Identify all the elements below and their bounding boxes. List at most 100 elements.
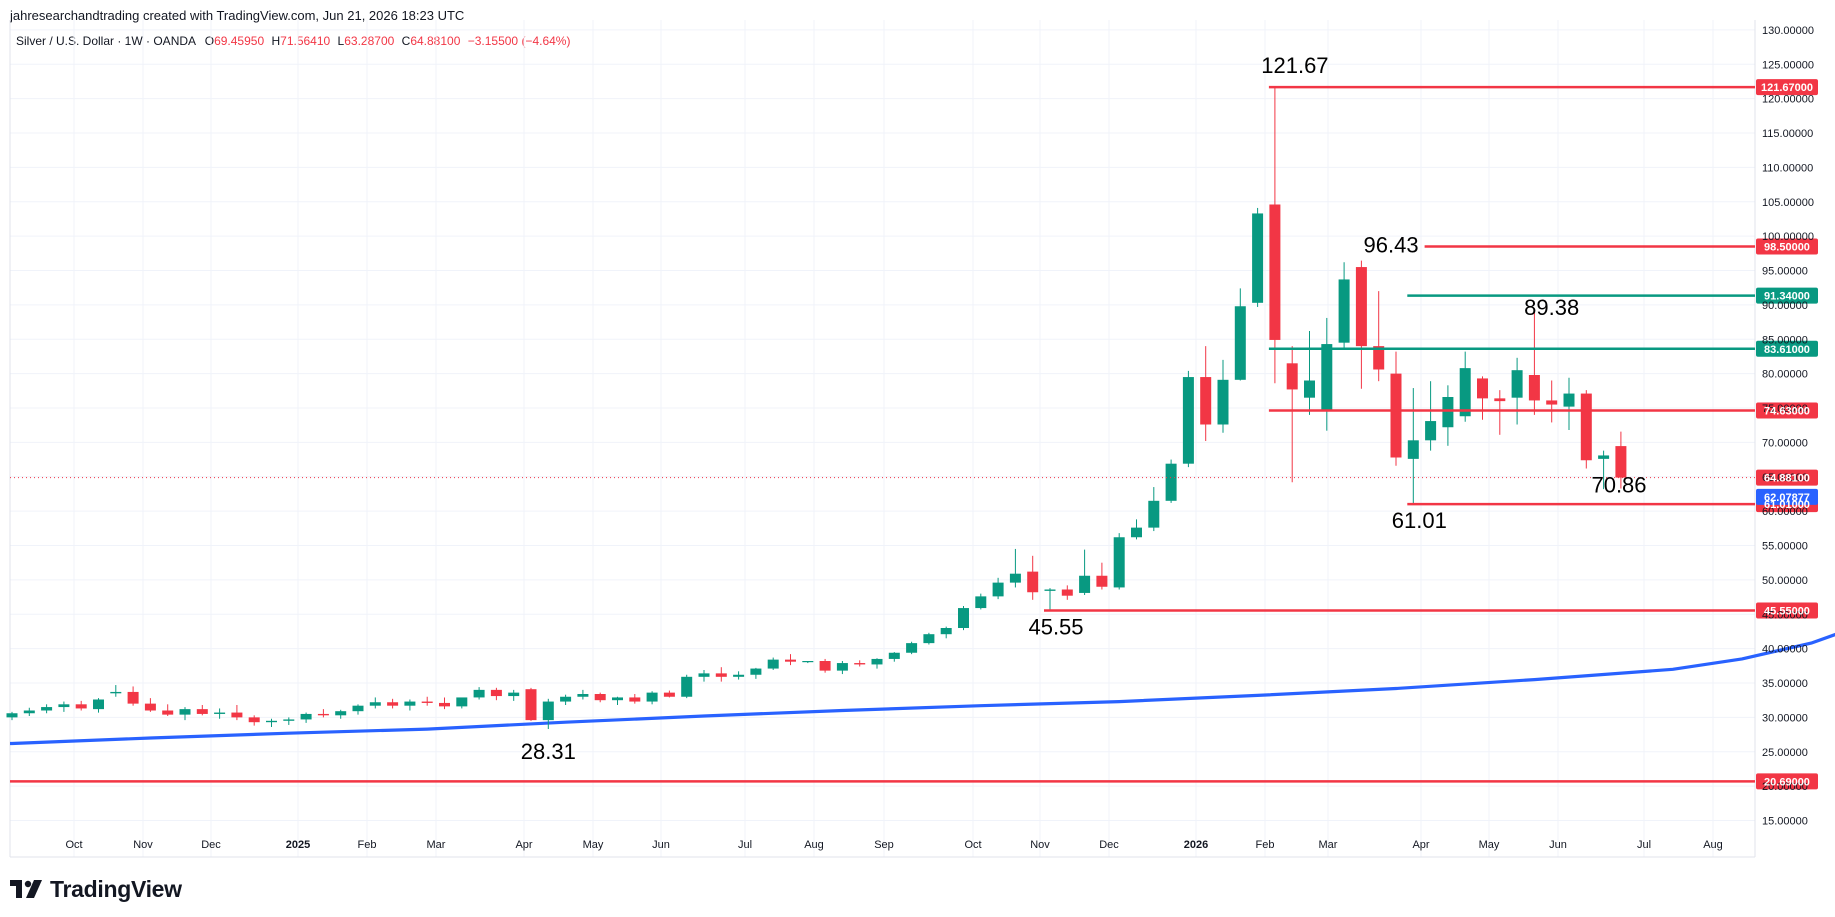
high-value: 71.56410 <box>280 34 331 48</box>
low-value: 63.28700 <box>344 34 395 48</box>
candle <box>1096 562 1108 590</box>
candle-body <box>214 712 226 714</box>
candle <box>906 641 918 655</box>
y-tick-label: 120.00000 <box>1762 94 1814 106</box>
candle <box>404 699 416 711</box>
level-annotation: 96.43 <box>1364 232 1419 257</box>
candle <box>750 667 762 679</box>
candle-body <box>1044 589 1056 591</box>
candle <box>1304 331 1315 415</box>
candle <box>767 657 779 670</box>
candle-body <box>1252 213 1264 303</box>
candle-body <box>802 661 814 663</box>
ma-value-tag <box>1756 488 1818 505</box>
candle-body <box>1321 344 1333 411</box>
candle <box>1027 555 1039 600</box>
level-price-tag <box>1756 340 1818 357</box>
x-tick-label: Jun <box>1549 839 1567 851</box>
y-tick-label: 105.00000 <box>1762 197 1814 209</box>
candle <box>1113 533 1125 590</box>
candle-body <box>560 696 572 702</box>
candle-body <box>1615 446 1627 478</box>
candle <box>1338 262 1350 348</box>
candle-body <box>6 713 18 718</box>
candle <box>58 701 70 712</box>
candle-body <box>1459 368 1471 417</box>
x-tick-label: Apr <box>1412 839 1429 851</box>
candle-body <box>248 717 260 723</box>
candle-body <box>196 709 208 714</box>
candle-body <box>421 701 433 703</box>
y-tick-label: 50.00000 <box>1762 575 1808 587</box>
last-price-tag-text: 64.88100 <box>1764 473 1810 485</box>
candle <box>1563 377 1575 430</box>
candle-body <box>162 710 174 715</box>
candle-body <box>888 652 900 659</box>
candle <box>1580 390 1592 469</box>
level-price-tag-text: 45.55000 <box>1764 605 1810 617</box>
candle <box>1598 450 1610 490</box>
candle-body <box>58 704 70 708</box>
candle <box>214 708 226 719</box>
candle <box>663 690 675 698</box>
candle <box>1079 549 1091 595</box>
x-tick-label: 2025 <box>286 839 310 851</box>
candle <box>733 671 745 680</box>
candle <box>41 704 53 714</box>
x-tick-label: Nov <box>1030 839 1050 851</box>
y-tick-label: 70.00000 <box>1762 437 1808 449</box>
candle <box>421 696 433 706</box>
candle-body <box>1079 575 1091 593</box>
tradingview-logo[interactable]: TradingView <box>10 876 182 902</box>
x-tick-label: 2026 <box>1184 839 1208 851</box>
candle <box>1269 87 1281 384</box>
candle <box>1061 585 1073 600</box>
x-tick-label: Jul <box>1637 839 1651 851</box>
candle-body <box>1234 306 1246 380</box>
y-tick-label: 40.00000 <box>1762 644 1808 656</box>
candle-body <box>836 663 848 671</box>
candle-body <box>490 689 502 697</box>
x-tick-label: Nov <box>133 839 153 851</box>
high-label: H <box>271 34 281 48</box>
symbol-label[interactable]: Silver / U.S. Dollar · 1W · OANDA <box>16 34 196 48</box>
x-tick-label: Aug <box>1703 839 1723 851</box>
x-tick-label: Oct <box>65 839 82 851</box>
x-tick-label: Dec <box>201 839 221 851</box>
level-price-tag <box>1756 79 1818 96</box>
candle-body <box>750 668 762 675</box>
candle <box>1528 309 1540 415</box>
candle-body <box>819 661 831 671</box>
candle <box>888 652 900 662</box>
candle-body <box>923 634 935 644</box>
candle-body <box>629 697 641 702</box>
candle-body <box>715 673 727 677</box>
x-tick-label: May <box>583 839 604 851</box>
candle-body <box>439 702 450 707</box>
candle <box>646 691 658 705</box>
level-price-tag <box>1756 287 1818 304</box>
candle <box>594 692 606 703</box>
candle-body <box>23 710 35 714</box>
level-price-tag-text: 20.69000 <box>1764 776 1810 788</box>
close-label: C <box>401 34 411 48</box>
candle-body <box>1598 455 1610 459</box>
candle <box>992 577 1004 600</box>
candle-body <box>1200 377 1212 425</box>
level-annotation: 121.67 <box>1261 53 1328 78</box>
ma-value-tag-text: 62.07877 <box>1764 492 1810 504</box>
candle <box>110 685 122 697</box>
candle <box>681 674 693 699</box>
candle <box>127 686 139 706</box>
candle <box>525 687 537 721</box>
candle-body <box>1580 393 1592 461</box>
open-label: O <box>204 34 215 48</box>
candle <box>266 718 277 727</box>
candle <box>439 697 450 710</box>
candle-body <box>1182 377 1194 464</box>
labels <box>1756 79 1818 790</box>
candle-body <box>41 707 53 711</box>
y-tick-label: 20.00000 <box>1762 781 1808 793</box>
ohlc-legend: Silver / U.S. Dollar · 1W · OANDA O69.45… <box>16 34 570 48</box>
